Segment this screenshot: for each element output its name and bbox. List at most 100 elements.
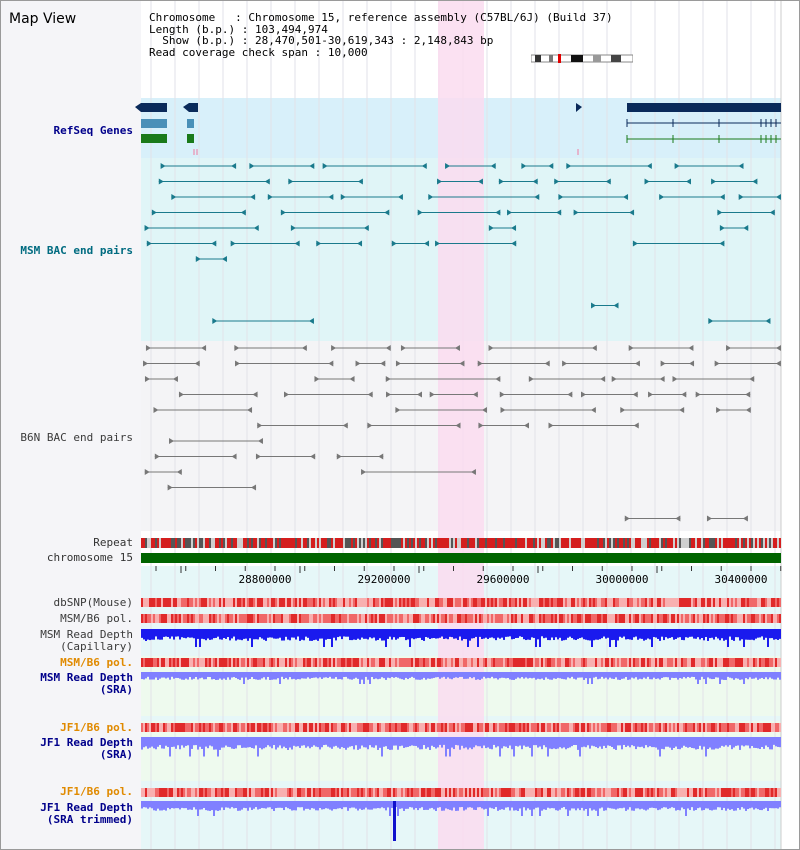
jf1-trimmed-depth: [279, 801, 281, 808]
jf1-trimmed-depth: [759, 801, 761, 811]
chromosome-track-label[interactable]: chromosome 15: [46, 551, 133, 564]
dbsnp-label[interactable]: dbSNP(Mouse): [53, 596, 133, 609]
msm-pol-cell: [201, 614, 203, 623]
jf1-sra-depth: [313, 737, 315, 746]
jf1-read-depth-trimmed-label[interactable]: JF1 Read Depth (SRA trimmed): [40, 802, 133, 826]
jf1-pol-cell-2: [263, 788, 265, 797]
dbsnp-cell: [183, 598, 185, 607]
jf1-sra-depth: [775, 737, 777, 747]
repeat-element: [647, 538, 649, 548]
jf1-pol-cell-2: [493, 788, 495, 797]
b6n-bac-end: [544, 360, 550, 367]
msm-capillary-depth: [717, 629, 719, 639]
jf1-trimmed-depth: [739, 801, 741, 810]
msm-pol-cell-2: [245, 658, 247, 667]
b6n-bac-end: [628, 345, 634, 351]
jf1-pol-cell-2: [697, 788, 699, 797]
jf1-b6-pol-label-2[interactable]: JF1/B6 pol.: [60, 785, 133, 798]
dbsnp-cell: [253, 598, 255, 607]
msm-read-depth-capillary-label[interactable]: MSM Read Depth (Capillary): [40, 629, 133, 653]
jf1-pol-cell: [477, 723, 479, 732]
jf1-trimmed-depth: [633, 801, 635, 811]
jf1-pol-cell: [699, 723, 701, 732]
msm-sra-depth: [567, 672, 569, 678]
jf1-sra-depth: [491, 737, 493, 750]
msm-pol-cell-2: [751, 658, 753, 667]
msm-capillary-depth: [681, 629, 683, 640]
msm-pol-cell-2: [767, 658, 769, 667]
dbsnp-cell: [583, 598, 585, 607]
repeat-element: [441, 538, 443, 548]
jf1-trimmed-depth: [517, 801, 519, 811]
jf1-pol-cell: [263, 723, 265, 732]
chromosome-ideogram[interactable]: [531, 54, 633, 63]
repeat-element: [779, 538, 781, 548]
msm-capillary-depth: [661, 629, 663, 637]
msm-bac-end: [428, 194, 434, 200]
repeat-element: [675, 538, 677, 548]
msm-pol-cell-2: [441, 658, 443, 667]
jf1-pol-cell: [447, 723, 449, 732]
jf1-pol-cell: [583, 723, 585, 732]
msm-b6-pol-label-1[interactable]: MSM/B6 pol.: [60, 612, 133, 625]
msm-sra-depth: [757, 672, 759, 680]
msm-capillary-depth: [675, 629, 677, 639]
jf1-pol-cell-2: [649, 788, 651, 797]
dbsnp-cell: [263, 598, 265, 607]
jf1-pol-cell: [693, 723, 695, 732]
msm-read-depth-sra-label[interactable]: MSM Read Depth (SRA): [40, 672, 133, 696]
msm-sra-depth: [623, 672, 625, 679]
msm-sra-depth: [773, 672, 775, 680]
jf1-trimmed-depth: [291, 801, 293, 811]
msm-sra-depth: [313, 672, 315, 678]
dbsnp-cell: [397, 598, 399, 607]
jf1-pol-cell: [151, 723, 153, 732]
msm-pol-cell-2: [775, 658, 777, 667]
dbsnp-cell: [691, 598, 693, 607]
msm-capillary-depth: [325, 629, 327, 640]
b6n-bac-end-pairs-label[interactable]: B6N BAC end pairs: [20, 431, 133, 444]
jf1-sra-depth: [529, 737, 531, 748]
jf1-sra-depth: [739, 737, 741, 750]
repeat-element: [349, 538, 351, 548]
dbsnp-cell: [171, 598, 173, 607]
jf1-pol-cell: [505, 723, 507, 732]
jf1-pol-cell-2: [375, 788, 377, 797]
dbsnp-cell: [185, 598, 187, 607]
b6n-bac-end: [284, 391, 290, 398]
repeat-label[interactable]: Repeat: [93, 536, 133, 549]
jf1-pol-cell: [291, 723, 293, 732]
dbsnp-cell: [587, 598, 589, 607]
msm-pol-cell: [305, 614, 307, 623]
jf1-sra-depth: [411, 737, 413, 746]
jf1-pol-cell: [675, 723, 677, 732]
jf1-read-depth-sra-label[interactable]: JF1 Read Depth (SRA): [40, 737, 133, 761]
jf1-sra-depth: [185, 737, 187, 746]
jf1-trimmed-depth: [653, 801, 655, 808]
msm-pol-cell-2: [461, 658, 463, 667]
refseq-genes-label[interactable]: RefSeq Genes: [53, 124, 133, 137]
jf1-pol-cell: [769, 723, 771, 732]
jf1-sra-depth: [469, 737, 471, 748]
dbsnp-cell: [475, 598, 477, 607]
msm-pol-cell: [765, 614, 767, 623]
msm-sra-depth: [199, 672, 201, 679]
dbsnp-cell: [683, 598, 685, 607]
msm-pol-cell: [307, 614, 309, 623]
msm-sra-depth: [525, 672, 527, 678]
jf1-trimmed-depth: [365, 801, 367, 808]
jf1-pol-cell: [425, 723, 427, 732]
msm-capillary-depth: [505, 629, 507, 637]
b6n-bac-end: [454, 345, 460, 351]
jf1-b6-pol-label-1[interactable]: JF1/B6 pol.: [60, 721, 133, 734]
msm-sra-depth: [319, 672, 321, 678]
msm-capillary-depth: [577, 629, 579, 639]
msm-b6-pol-label-2[interactable]: MSM/B6 pol.: [60, 656, 133, 669]
msm-pol-cell-2: [665, 658, 667, 667]
jf1-trimmed-depth: [405, 801, 407, 809]
msm-pol-cell: [651, 614, 653, 623]
dbsnp-cell: [417, 598, 419, 607]
msm-bac-end-pairs-label[interactable]: MSM BAC end pairs: [20, 244, 133, 257]
dbsnp-cell: [517, 598, 519, 607]
